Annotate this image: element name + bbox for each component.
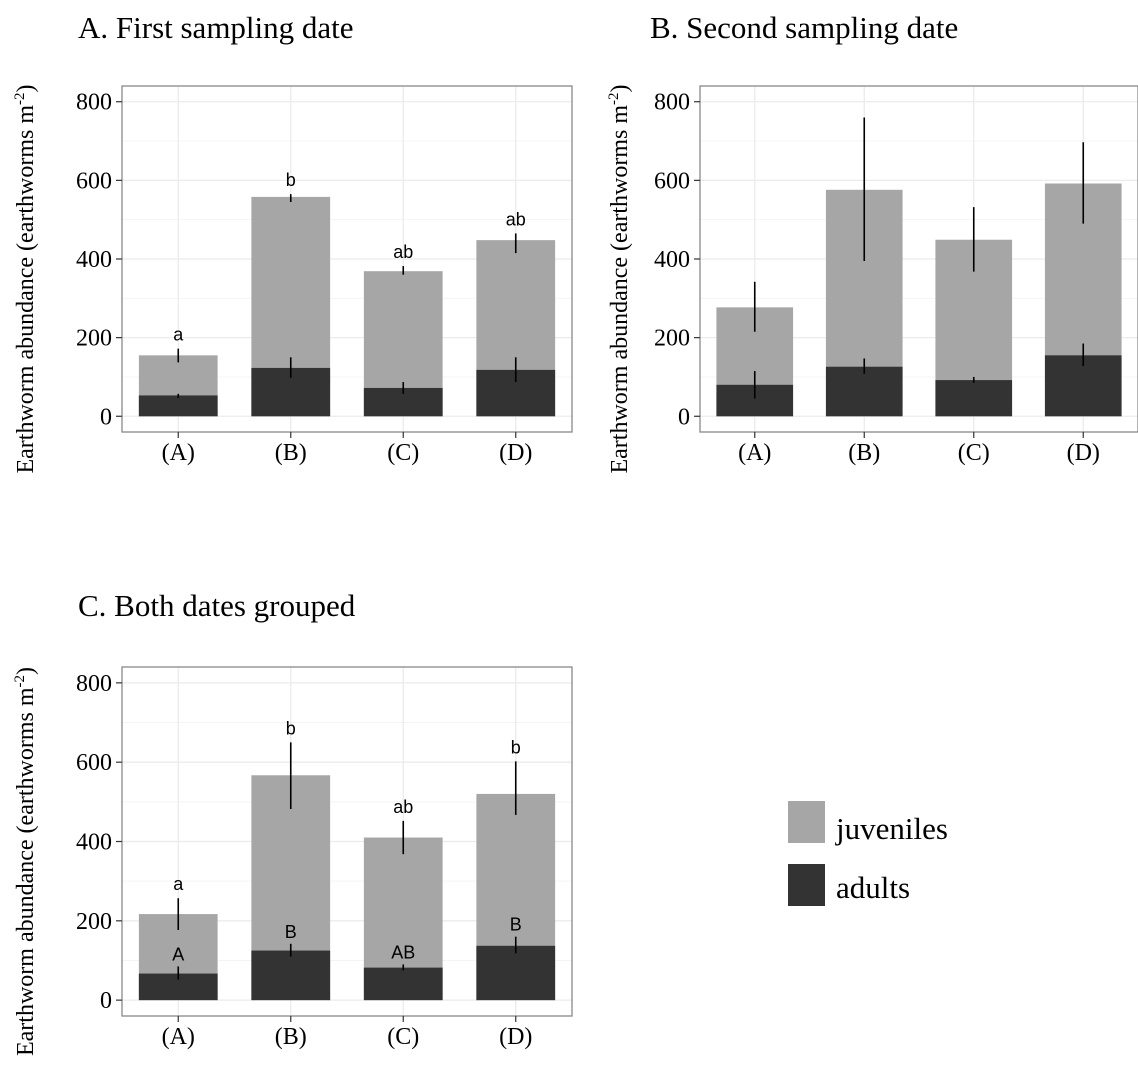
significance-label-total: ab [506,209,526,229]
significance-label-total: ab [393,797,413,817]
y-tick-label: 0 [100,988,112,1014]
x-tick-label: (D) [499,440,532,466]
x-tick-label: (A) [738,440,771,466]
y-tick-label: 200 [654,326,690,352]
y-axis-label-superscript: -2 [12,675,28,688]
panels: A. First sampling dateababab020040060080… [12,10,1138,1056]
y-axis-label-superscript: -2 [12,92,28,105]
y-tick-label: 400 [654,247,690,273]
bar-adults [138,395,218,417]
y-axis-label-main: Earthworm abundance (earthworms m [13,687,39,1056]
y-tick-label: 600 [76,750,112,776]
x-tick-label: (B) [848,440,880,466]
panel-title: A. First sampling date [78,10,354,45]
chart-panel-1: B. Second sampling date 0 200 400 600 800 (A) (… [606,10,1138,474]
chart-panel-2: C. Both dates groupedababbABABB020040060… [12,588,573,1056]
y-axis-label-close: ) [607,84,633,92]
bar-adults [476,945,556,1001]
chart-panel-0: A. First sampling dateababab020040060080… [12,10,573,474]
y-axis-label: Earthworm abundance (earthworms m-2) [12,667,39,1056]
y-axis-label-close: ) [13,667,39,675]
significance-label-total: b [286,718,296,738]
significance-label-total: a [173,325,184,345]
legend-label-juveniles: juveniles [835,811,948,846]
bar-adults [935,380,1013,417]
legend: juveniles adults [788,801,948,906]
y-tick-label: 800 [654,90,690,116]
y-tick-label: 200 [76,326,112,352]
significance-label-adults: B [510,915,522,935]
y-tick-label: 800 [76,90,112,116]
y-axis-label-main: Earthworm abundance (earthworms m [607,105,633,474]
significance-label-total: a [173,874,184,894]
y-tick-label: 800 [76,671,112,697]
bar-adults [825,366,903,417]
x-tick-label: (C) [387,1024,419,1050]
y-tick-label: 400 [76,830,112,856]
bar-adults [363,967,443,1001]
y-axis-label: Earthworm abundance (earthworms m-2) [606,84,633,473]
x-tick-label: (C) [387,440,419,466]
significance-label-total: b [286,170,296,190]
y-axis-label-main: Earthworm abundance (earthworms m [13,105,39,474]
significance-label-adults: AB [391,942,415,962]
x-tick-label: (A) [162,440,195,466]
y-axis-label-close: ) [13,84,39,92]
panel-title: C. Both dates grouped [78,588,356,623]
x-tick-label: (A) [162,1024,195,1050]
significance-label-total: ab [393,242,413,262]
x-tick-label: (D) [499,1024,532,1050]
x-tick-label: (B) [275,440,307,466]
legend-swatch-adults [788,864,825,906]
x-tick-label: (B) [275,1024,307,1050]
y-tick-label: 600 [654,168,690,194]
x-tick-label: (D) [1067,440,1100,466]
x-tick-label: (C) [958,440,990,466]
y-tick-label: 200 [76,909,112,935]
significance-label-total: b [511,737,521,757]
legend-swatch-juveniles [788,801,825,843]
y-tick-label: 0 [678,404,690,430]
significance-label-adults: A [172,944,184,964]
legend-label-adults: adults [836,870,910,905]
significance-label-adults: B [285,922,297,942]
panel-title: B. Second sampling date [650,10,958,45]
y-axis-label-superscript: -2 [606,92,622,105]
y-tick-label: 600 [76,168,112,194]
y-tick-label: 0 [100,404,112,430]
y-tick-label: 400 [76,247,112,273]
bar-adults [251,950,331,1001]
y-axis-label: Earthworm abundance (earthworms m-2) [12,84,39,473]
